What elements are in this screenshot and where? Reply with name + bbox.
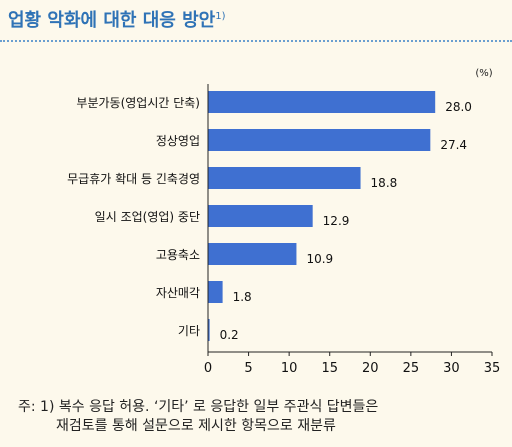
title-text: 업황 악화에 대한 대응 방안 [8,10,216,31]
value-label: 10.9 [306,252,333,266]
category-label: 자산매각 [156,286,200,300]
x-tick-label: 30 [443,361,460,376]
bar-chart: (%) 부분가동(영업시간 단축) 28.0 정상영업 27.4 무급휴가 확대 등 긴… [67,68,501,376]
bar [208,281,223,303]
footnote-line-2: 재검토를 통해 설문으로 제시한 항목으로 재분류 [56,418,336,434]
category-label: 부분가동(영업시간 단축) [76,96,200,110]
bar [208,129,431,151]
unit-label: (%) [475,68,492,79]
x-tick-label: 10 [281,361,298,376]
bar [208,205,313,227]
title-divider [0,40,512,42]
x-tick-label: 20 [362,361,379,376]
category-label: 정상영업 [156,134,200,148]
bar [208,167,361,189]
value-label: 1.8 [233,290,252,304]
bar [208,91,436,113]
x-tick-label: 25 [403,361,420,376]
category-label: 기타 [178,324,200,338]
category-label: 무급휴가 확대 등 긴축경영 [67,172,200,186]
x-tick-label: 15 [321,361,338,376]
value-label: 0.2 [220,328,239,342]
footnote: 주: 1) 복수 응답 허용. ‘기타’ 로 응답한 일부 주관식 답변들은 재… [18,398,378,436]
chart-title: 업황 악화에 대한 대응 방안1) [8,6,226,32]
value-label: 18.8 [371,176,398,190]
x-tick-label: 35 [484,361,501,376]
category-label: 일시 조업(영업) 중단 [95,210,200,224]
category-label: 고용축소 [156,248,200,262]
value-label: 27.4 [440,138,467,152]
value-label: 28.0 [445,100,472,114]
x-tick-label: 0 [204,361,212,376]
title-footnote-marker: 1) [215,11,226,22]
footnote-line-1: 주: 1) 복수 응답 허용. ‘기타’ 로 응답한 일부 주관식 답변들은 [18,399,379,415]
value-label: 12.9 [323,214,350,228]
bar [208,243,297,265]
bar [208,319,210,341]
x-tick-label: 5 [244,361,252,376]
